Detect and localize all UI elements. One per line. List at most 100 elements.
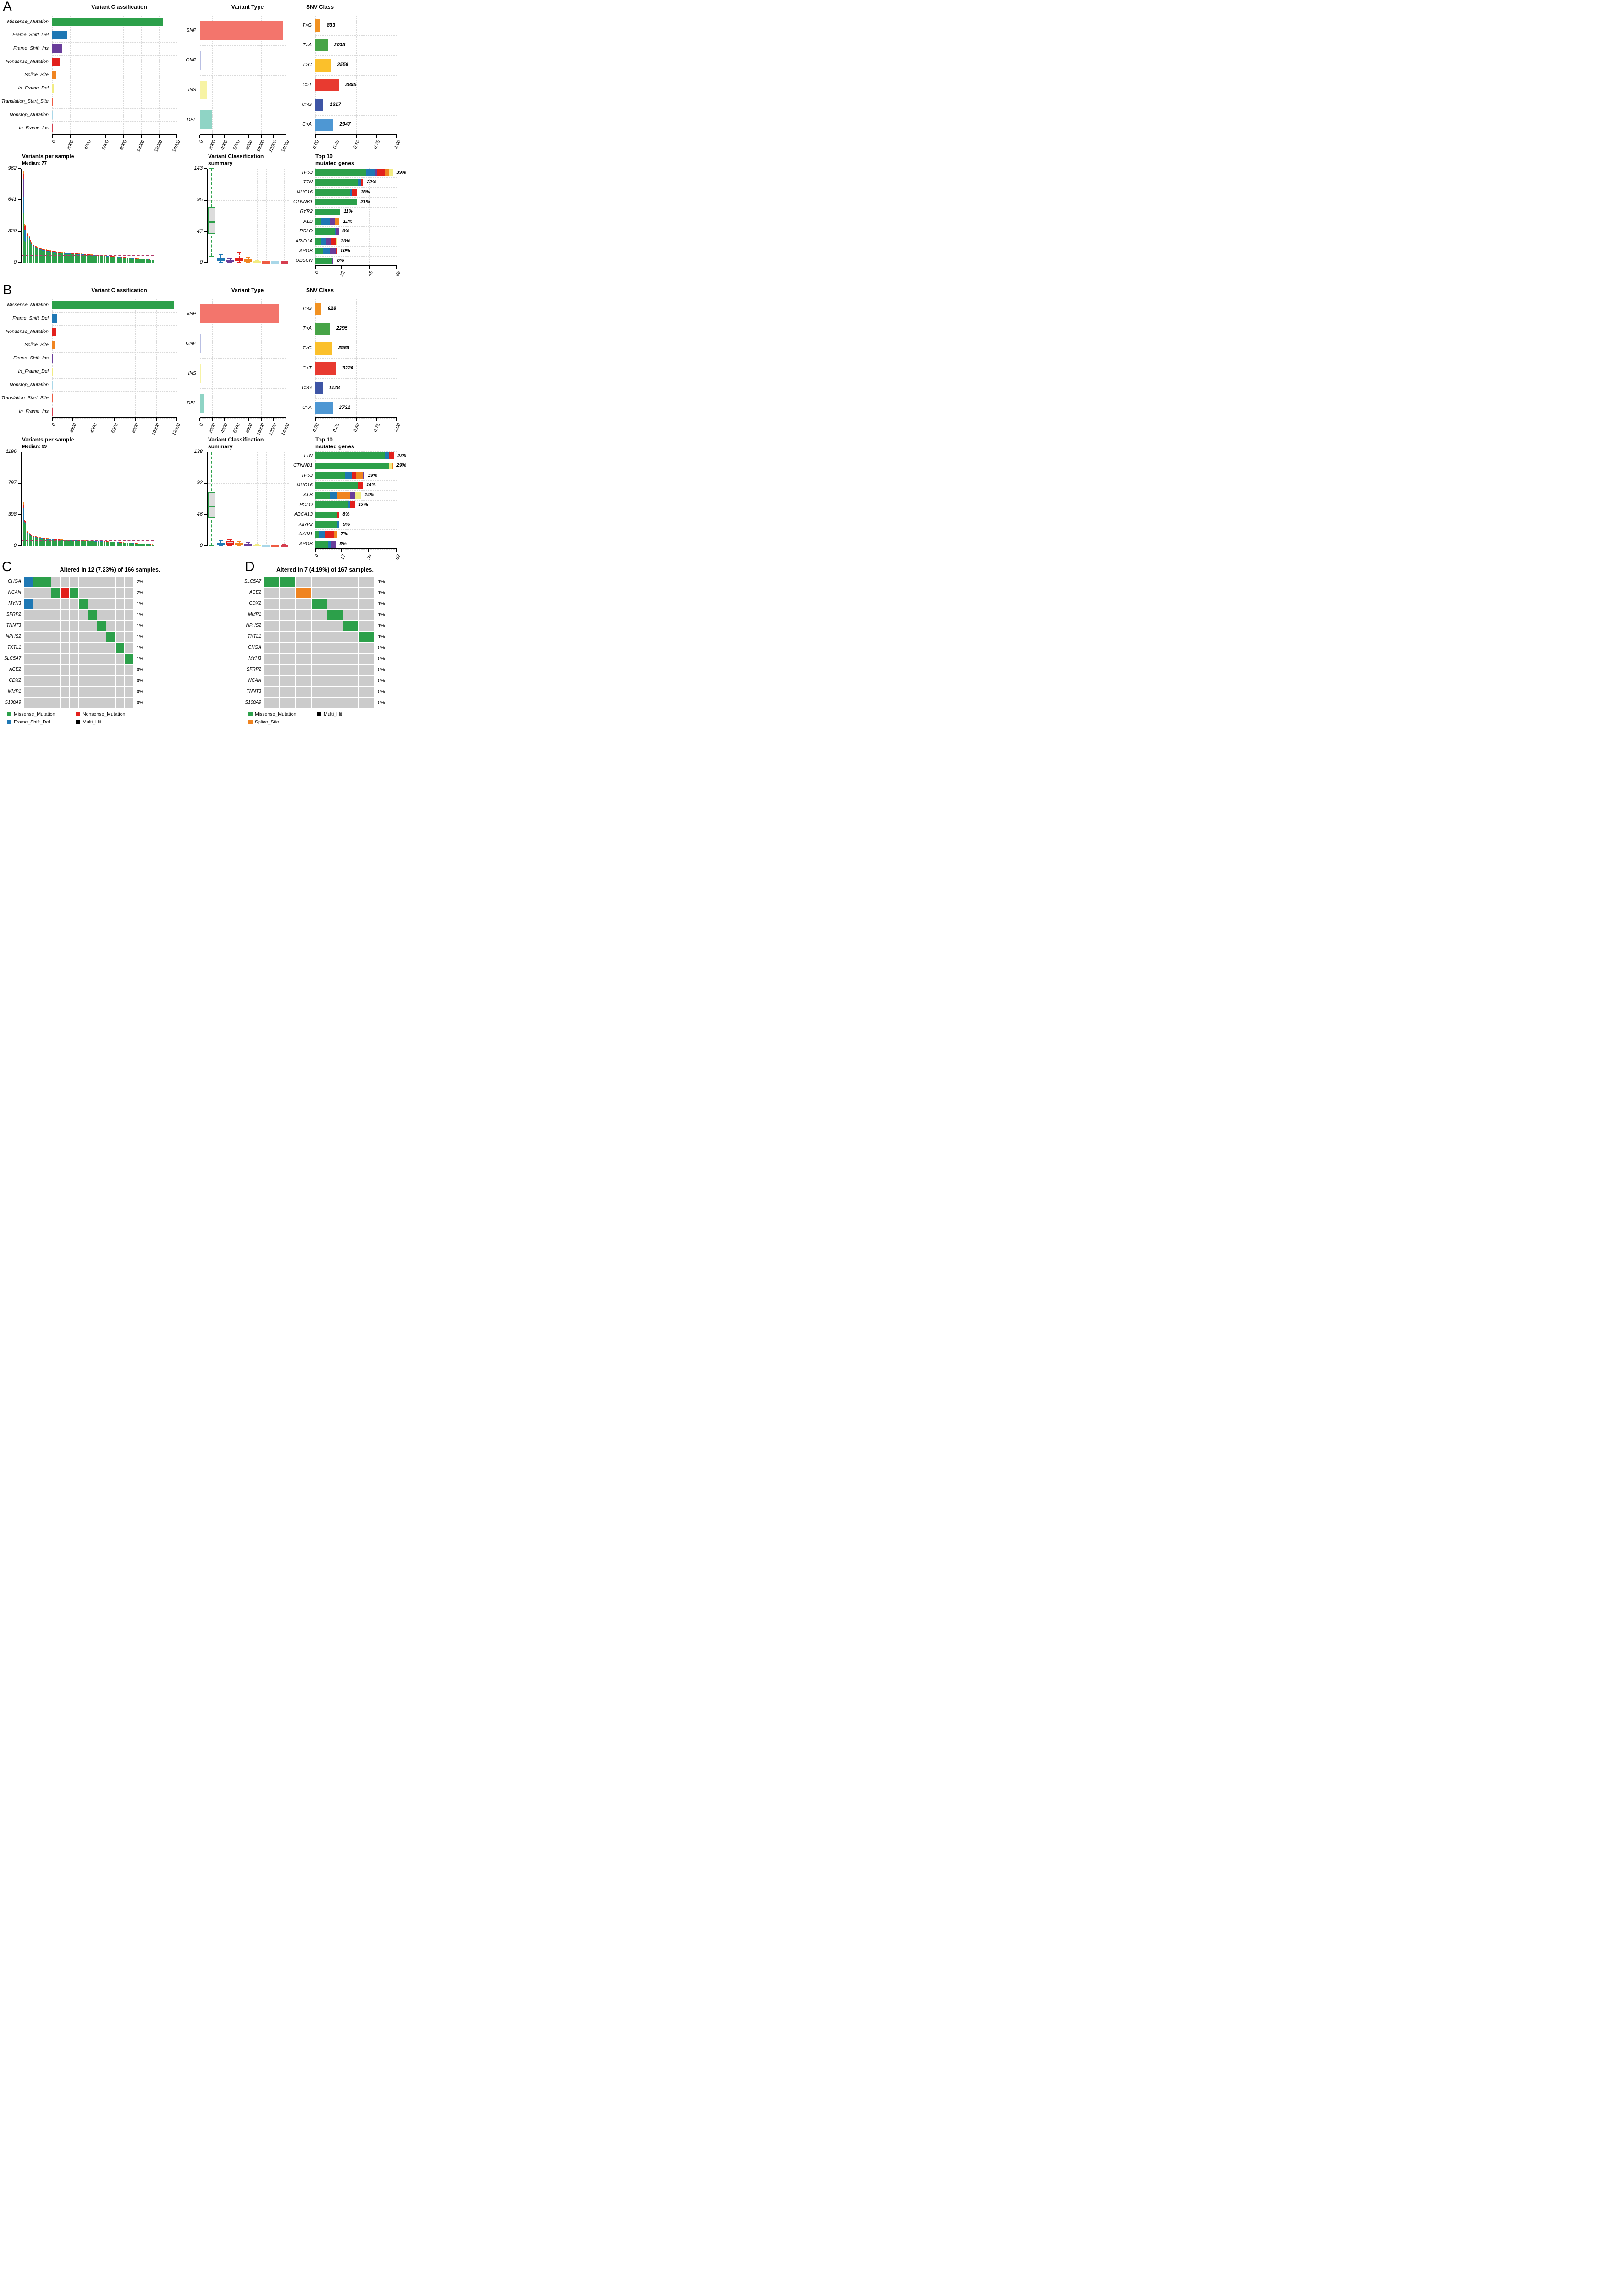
sample-bar-segment xyxy=(44,538,46,539)
gene-pct-label: 1% xyxy=(137,623,144,628)
sample-bar-segment xyxy=(149,260,150,263)
bar-value-label: 3895 xyxy=(345,82,357,88)
sample-bar-segment xyxy=(24,229,25,242)
category-label: C>T xyxy=(302,82,312,88)
category-label: T>C xyxy=(302,345,312,351)
sample-bar xyxy=(125,257,127,263)
gene-pct-label: 0% xyxy=(378,700,385,705)
sample-bar-segment xyxy=(25,520,26,522)
gridline-v xyxy=(257,452,258,546)
sample-bar-segment xyxy=(82,255,83,263)
bar-value-label: 2035 xyxy=(334,42,346,48)
axis-tick-label-text: 8000 xyxy=(245,423,254,434)
sample-bar-segment xyxy=(49,250,50,251)
sample-bar-segment xyxy=(48,250,49,251)
sample-bar-segment xyxy=(101,541,102,542)
whisker-cap xyxy=(254,544,259,545)
bar xyxy=(315,19,320,32)
empty-cell xyxy=(343,610,359,620)
sample-bar xyxy=(59,252,60,263)
sample-bar-segment xyxy=(131,258,132,259)
empty-cell xyxy=(88,698,97,708)
whisker-cap xyxy=(227,262,232,263)
sample-bar-segment xyxy=(125,543,127,546)
y-tick-label: 962 xyxy=(8,165,17,171)
bar xyxy=(52,97,53,106)
axis-tick xyxy=(204,545,207,546)
chart-title: Variant Classification xyxy=(91,287,147,293)
bar-segment xyxy=(330,248,336,255)
bar-segment xyxy=(328,541,331,548)
chart-title: Top 10 xyxy=(315,153,333,160)
gridline-h xyxy=(200,388,286,389)
legend-C: Missense_Mutation Nonsense_Mutation Frame_… xyxy=(7,711,159,726)
sample-bar-segment xyxy=(28,236,30,237)
sample-bar-segment xyxy=(41,250,42,263)
gridline-h xyxy=(315,358,397,359)
sample-bar-segment xyxy=(53,539,54,540)
whisker-cap xyxy=(237,262,242,263)
gene-pct-label: 1% xyxy=(137,601,144,606)
axis-tick-label-text: 12000 xyxy=(268,139,279,153)
axis-tick xyxy=(18,168,21,169)
sample-bar xyxy=(60,539,61,546)
bar-segment xyxy=(336,228,339,235)
axis-tick-label-text: 0.00 xyxy=(311,139,320,150)
bar xyxy=(52,328,57,336)
gridline-h xyxy=(315,378,397,379)
empty-cell xyxy=(88,621,97,631)
sample-bar xyxy=(47,538,48,546)
sample-bar-segment xyxy=(133,258,135,259)
sample-bar-segment xyxy=(24,241,25,263)
sample-bar-segment xyxy=(37,247,39,248)
mutation-cell xyxy=(343,621,359,631)
sample-bar xyxy=(48,538,49,546)
empty-cell xyxy=(70,621,78,631)
axis-tick xyxy=(204,231,207,232)
whisker-cap xyxy=(246,542,250,544)
empty-cell xyxy=(343,665,359,675)
sample-bar-segment xyxy=(25,230,26,242)
bar-segment xyxy=(365,169,375,176)
plot-area xyxy=(207,452,289,547)
empty-cell xyxy=(280,687,295,697)
sample-bar-segment xyxy=(108,256,110,257)
sample-bar-segment xyxy=(94,541,95,542)
sample-bar-segment xyxy=(85,541,87,546)
gridline-v xyxy=(315,299,316,417)
legend-label: Frame_Shift_Del xyxy=(14,719,50,725)
sample-bar-segment xyxy=(96,541,98,546)
plot-area xyxy=(52,299,177,419)
sample-bar xyxy=(70,253,71,263)
bar-segment xyxy=(329,492,337,499)
bar xyxy=(52,407,53,416)
sample-bar-segment xyxy=(53,251,54,252)
empty-cell xyxy=(106,687,115,697)
sample-bar xyxy=(71,253,72,263)
sample-bar-segment xyxy=(42,538,43,539)
sample-bar-segment xyxy=(90,541,91,546)
gridline-h xyxy=(315,115,397,116)
sample-bar-segment xyxy=(132,258,133,263)
sample-bar-segment xyxy=(113,542,114,546)
sample-bar-segment xyxy=(138,544,139,546)
sample-bar-segment xyxy=(54,252,55,253)
sample-bar-segment xyxy=(26,533,28,546)
axis-tick-label-text: 52 xyxy=(395,554,402,561)
sample-bar-segment xyxy=(22,197,24,214)
sample-bar-segment xyxy=(74,540,76,546)
empty-cell xyxy=(61,654,69,664)
sample-bar-segment xyxy=(112,542,113,546)
sample-bar-segment xyxy=(48,539,49,546)
sample-bar xyxy=(97,541,99,546)
sample-bar-segment xyxy=(71,254,72,263)
empty-cell xyxy=(88,643,97,653)
axis-tick-label-text: 2000 xyxy=(66,139,75,151)
chart-title: Variant Classification xyxy=(91,4,147,10)
gridline-h xyxy=(315,75,397,76)
chart-title: Variant Classification xyxy=(208,436,264,443)
gene-pct-label: 1% xyxy=(378,612,385,617)
chart-title: summary xyxy=(208,443,233,450)
axis-tick xyxy=(315,418,316,421)
